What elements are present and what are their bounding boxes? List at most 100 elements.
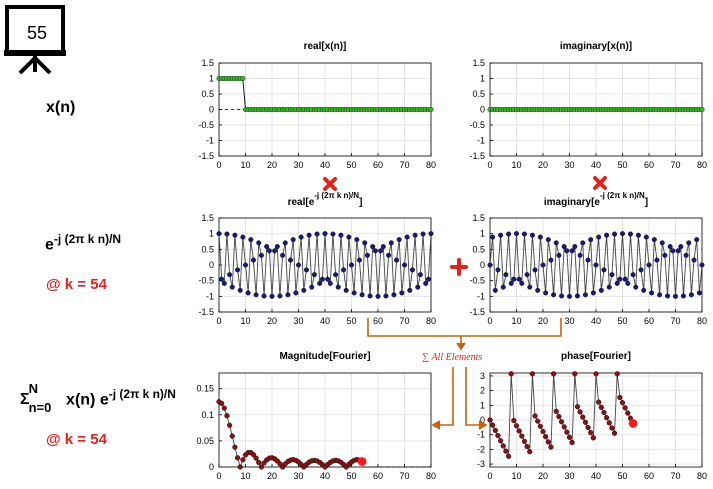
- data-point: [638, 267, 644, 273]
- exp-power: -j (2π k n)/N: [53, 232, 122, 246]
- data-point: [237, 287, 243, 293]
- data-point: [511, 276, 517, 282]
- y-tick-label: -2: [477, 444, 485, 454]
- data-point: [553, 408, 559, 414]
- chart-magnitude: 0 10 20 30 40 50 60 70 80 0 0.05 0.1 0.15 Magnitude[F…: [196, 351, 436, 481]
- data-point: [319, 276, 325, 282]
- x-tick-label: 60: [373, 160, 383, 170]
- data-point: [601, 267, 607, 273]
- data-point: [643, 234, 649, 240]
- data-point: [386, 252, 392, 258]
- data-point: [532, 413, 538, 419]
- data-point: [537, 423, 543, 429]
- x-tick-label: 40: [320, 471, 330, 481]
- sum-all-elements-label: ∑ All Elements: [422, 352, 482, 363]
- x-tick-label: 60: [644, 160, 654, 170]
- data-point: [588, 430, 594, 436]
- data-point: [258, 464, 265, 470]
- multiply-icon: [593, 176, 607, 190]
- chart-title-end: ]: [645, 197, 648, 208]
- data-point: [609, 425, 615, 431]
- x-tick-label: 40: [591, 160, 601, 170]
- data-point: [487, 417, 493, 423]
- y-tick-label: -0.5: [469, 120, 485, 130]
- data-point: [604, 232, 610, 238]
- chart-title-power: -j (2π k n)/N: [314, 191, 359, 200]
- data-point: [227, 422, 233, 428]
- x-tick-label: 80: [697, 160, 707, 170]
- data-point: [625, 410, 631, 416]
- data-point: [524, 443, 530, 450]
- x-stroke: [593, 176, 607, 190]
- data-point: [290, 237, 296, 243]
- data-point: [399, 290, 405, 296]
- y-tick-label: -1: [206, 136, 214, 146]
- data-point: [274, 244, 280, 250]
- x-tick-label: 0: [216, 316, 221, 326]
- chart-title: imaginary[x(n)]: [560, 41, 632, 52]
- x-tick-label: 40: [320, 316, 330, 326]
- y-tick-label: 0.1: [201, 410, 214, 420]
- current-k-point: [628, 419, 638, 428]
- data-point: [527, 284, 533, 290]
- data-point: [269, 293, 275, 299]
- data-point: [603, 415, 610, 421]
- data-point: [561, 424, 567, 430]
- chart-title: Magnitude[Fourier]: [279, 351, 370, 362]
- x-tick-label: 30: [564, 316, 574, 326]
- data-point: [391, 292, 397, 298]
- data-point: [282, 240, 288, 246]
- x-tick-label: 10: [240, 160, 250, 170]
- data-point: [383, 293, 389, 299]
- current-k-point: [357, 457, 367, 466]
- data-point: [580, 414, 586, 420]
- data-point: [691, 257, 697, 263]
- data-point: [349, 262, 355, 268]
- data-point: [598, 287, 604, 293]
- chart-title: real[x(n)]: [304, 41, 347, 52]
- chart-title-base: imaginary[e: [544, 197, 601, 208]
- data-point: [229, 284, 235, 290]
- arrow-right: [465, 367, 482, 426]
- data-point: [375, 293, 381, 299]
- data-point: [654, 257, 660, 263]
- data-point: [372, 248, 378, 254]
- data-point: [359, 292, 365, 298]
- data-point: [234, 455, 241, 461]
- data-point: [380, 244, 386, 250]
- data-point: [548, 257, 554, 263]
- x-tick-label: 20: [267, 471, 277, 481]
- presentation-board-icon: [4, 5, 66, 74]
- x-tick-label: 40: [591, 316, 601, 326]
- data-point: [495, 267, 501, 273]
- data-point: [216, 231, 222, 237]
- data-point: [498, 232, 504, 238]
- data-point: [511, 417, 517, 424]
- data-point: [683, 252, 689, 258]
- data-point: [351, 290, 357, 296]
- data-point: [529, 232, 535, 238]
- data-point: [680, 293, 686, 299]
- data-point: [285, 292, 291, 298]
- data-point: [582, 419, 589, 425]
- x-tick-label: 60: [644, 471, 654, 481]
- x-tick-label: 60: [373, 316, 383, 326]
- x-tick-label: 80: [697, 316, 707, 326]
- x-tick-label: 60: [644, 316, 654, 326]
- x-tick-label: 0: [487, 316, 492, 326]
- data-point: [651, 237, 657, 243]
- sum-lower: n=0: [28, 400, 52, 415]
- y-tick-label: -1.5: [198, 151, 214, 161]
- data-point: [227, 272, 233, 278]
- data-point: [505, 453, 512, 459]
- data-point: [649, 290, 655, 296]
- data-point: [598, 404, 604, 410]
- data-point: [224, 231, 230, 237]
- x-tick-label: 20: [538, 471, 548, 481]
- data-point: [256, 459, 262, 466]
- data-point: [253, 455, 259, 461]
- x-tick-label: 20: [538, 160, 548, 170]
- data-point: [564, 429, 570, 435]
- data-point: [506, 231, 512, 237]
- data-point: [532, 267, 538, 273]
